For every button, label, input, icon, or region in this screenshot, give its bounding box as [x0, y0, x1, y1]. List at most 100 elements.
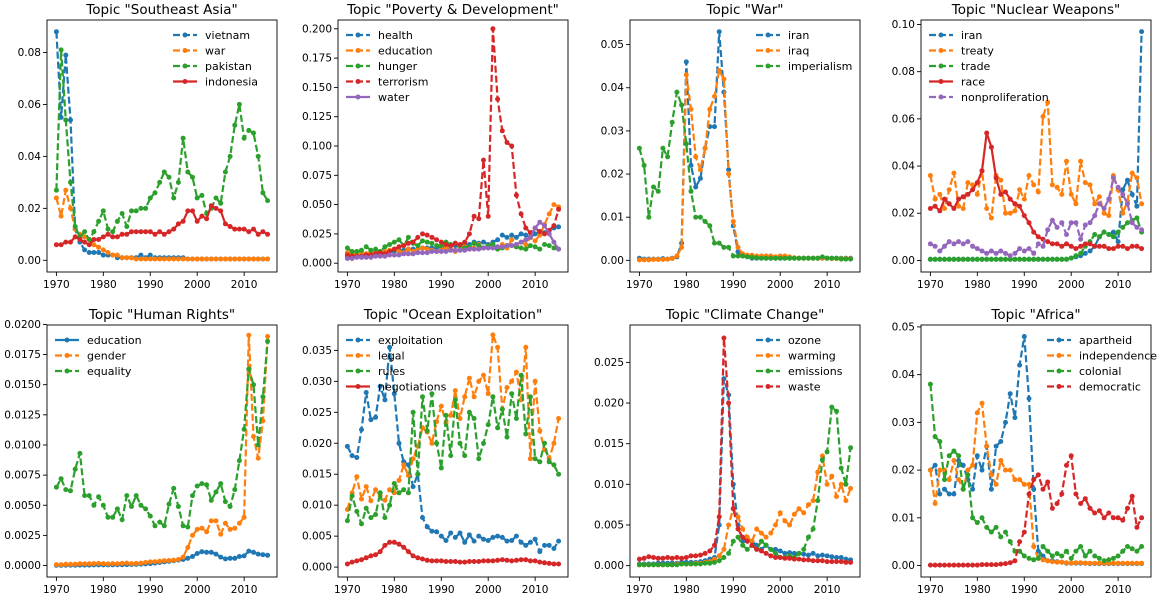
data-point [979, 168, 985, 174]
data-point [1045, 239, 1051, 245]
data-point [1054, 224, 1060, 230]
data-point [768, 530, 774, 536]
data-point [499, 557, 505, 563]
legend-label: terrorism [378, 76, 428, 89]
x-tick-label: 2000 [767, 584, 794, 596]
y-tick-label: 0.025 [302, 228, 332, 240]
axes-frame [920, 19, 1152, 273]
data-point [1049, 217, 1055, 223]
data-point [946, 477, 952, 483]
data-point [773, 255, 778, 261]
data-point [265, 256, 271, 262]
chart-panel-4: Topic "Nuclear Weapons" 1970 1980 1990 2000 2… [892, 2, 1152, 291]
data-point [241, 256, 247, 262]
data-point [105, 561, 111, 567]
data-point [1082, 560, 1088, 566]
data-point [1129, 220, 1135, 226]
y-tick-label: 0.150 [302, 82, 332, 94]
legend-marker [355, 368, 361, 374]
data-point [368, 247, 374, 253]
data-point [495, 96, 501, 102]
data-point [651, 555, 656, 560]
data-point [956, 239, 962, 245]
data-point [1064, 256, 1069, 262]
data-point [1021, 248, 1027, 254]
data-point [726, 522, 732, 528]
data-point [537, 559, 543, 565]
data-point [532, 536, 538, 542]
data-point [1110, 560, 1116, 566]
data-point [161, 256, 167, 262]
data-point [152, 190, 158, 196]
data-point [157, 519, 163, 525]
y-tick-label: 0.08 [892, 66, 915, 78]
data-point [937, 562, 943, 568]
data-point [1003, 529, 1008, 535]
data-point [1017, 187, 1023, 193]
y-tick-label: 0.100 [302, 141, 332, 153]
data-point [960, 241, 966, 247]
data-point [660, 562, 666, 568]
data-point [63, 239, 69, 245]
data-point [368, 254, 374, 260]
data-point [438, 249, 444, 254]
data-point [471, 246, 477, 252]
data-point [993, 481, 999, 487]
data-point [801, 546, 807, 552]
data-point [1125, 560, 1130, 566]
data-point [721, 555, 727, 560]
data-point [452, 388, 458, 394]
data-point [452, 534, 458, 540]
data-point [984, 206, 990, 211]
chart-title: Topic "Poverty & Development" [346, 2, 559, 18]
data-point [1012, 250, 1018, 256]
chart-title: Topic "Southeast Asia" [85, 2, 237, 18]
data-point [1035, 241, 1041, 247]
data-point [758, 530, 764, 536]
data-point [222, 221, 228, 227]
data-point [227, 224, 233, 229]
data-point [490, 332, 496, 338]
data-point [499, 128, 505, 134]
data-point [956, 562, 962, 568]
data-point [86, 250, 92, 255]
y-tick-label: 0.0075 [4, 470, 41, 482]
data-point [960, 256, 966, 262]
data-point [542, 223, 547, 229]
data-point [843, 498, 849, 504]
data-point [1125, 505, 1130, 511]
legend-marker [355, 48, 361, 53]
data-point [735, 534, 741, 540]
data-point [91, 502, 97, 508]
data-point [405, 246, 411, 252]
legend-label: colonial [1079, 365, 1121, 378]
data-point [1040, 553, 1046, 559]
legend-label: warming [788, 350, 836, 363]
data-point [744, 538, 750, 544]
data-point [490, 245, 496, 251]
data-point [110, 229, 116, 235]
data-point [1139, 544, 1145, 549]
data-point [138, 560, 144, 566]
data-point [740, 534, 746, 540]
y-tick-label: 0.000 [302, 562, 332, 574]
data-point [518, 539, 524, 545]
data-point [466, 246, 472, 252]
data-point [532, 456, 538, 462]
data-point [1082, 496, 1088, 502]
data-point [199, 213, 205, 219]
data-point [161, 558, 167, 564]
data-point [100, 252, 106, 258]
data-point [377, 490, 383, 496]
y-tick-label: 0.010 [594, 479, 624, 491]
data-point [147, 195, 153, 201]
data-point [152, 231, 158, 237]
data-point [232, 226, 238, 232]
data-point [1012, 477, 1018, 483]
data-point [824, 559, 830, 565]
data-point [965, 256, 971, 262]
data-point [993, 250, 999, 256]
data-point [133, 560, 139, 566]
data-point [359, 557, 364, 563]
x-tick-label: 2010 [1105, 584, 1132, 596]
